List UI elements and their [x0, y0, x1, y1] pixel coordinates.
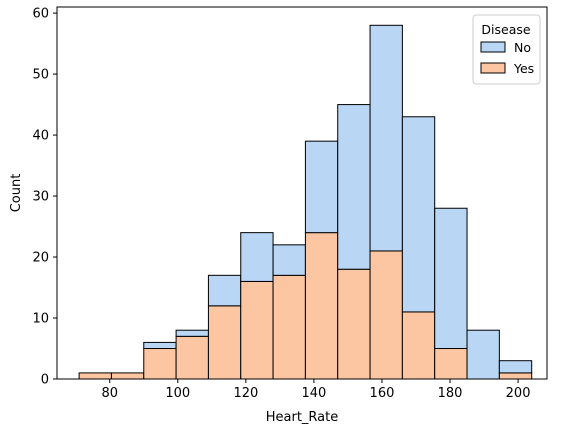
bar-yes-bin-10: [401, 311, 436, 380]
x-axis-label: Heart_Rate: [266, 410, 339, 425]
bar-yes-bin-2: [143, 348, 177, 380]
y-tick-label: 10: [32, 312, 49, 327]
bar-no-bin-3: [175, 329, 209, 337]
x-tick-label: 100: [165, 386, 190, 401]
bar-no-bin-7: [304, 140, 339, 234]
bar-yes-bin-8: [337, 268, 371, 380]
y-tick-label: 0: [41, 373, 49, 388]
bar-no-bin-9: [369, 24, 403, 252]
legend-title: Disease: [481, 22, 530, 37]
y-axis-label: Count: [9, 174, 24, 213]
bar-yes-bin-1: [110, 372, 145, 380]
bar-yes-bin-13: [498, 372, 533, 380]
x-tick-label: 160: [370, 386, 395, 401]
legend-label-yes: Yes: [513, 61, 534, 76]
bar-yes-bin-3: [175, 335, 209, 380]
x-tick-label: 80: [101, 386, 118, 401]
x-axis-ticks: 80 100 120 140 160 180 200: [101, 379, 530, 401]
bar-yes-bin-5: [240, 280, 274, 380]
bar-no-bin-4: [207, 274, 242, 307]
bar-no-bin-8: [337, 104, 371, 270]
histogram-bars: [78, 24, 533, 380]
bar-no-bin-12: [466, 329, 500, 380]
y-axis-ticks: 0 10 20 30 40 50 60: [32, 7, 57, 388]
legend: Disease No Yes: [472, 14, 541, 85]
y-tick-label: 50: [32, 68, 49, 83]
bar-yes-bin-7: [304, 232, 339, 380]
bar-yes-bin-11: [434, 348, 468, 380]
y-tick-label: 30: [32, 190, 49, 205]
x-tick-label: 180: [438, 386, 463, 401]
bar-yes-bin-9: [369, 250, 403, 380]
bar-no-bin-11: [434, 207, 468, 350]
y-tick-label: 20: [32, 251, 49, 266]
bar-no-bin-2: [143, 341, 177, 350]
x-tick-label: 200: [506, 386, 531, 401]
bar-yes-bin-6: [272, 274, 306, 380]
bar-no-bin-10: [401, 116, 436, 313]
y-tick-label: 60: [32, 7, 49, 22]
bar-no-bin-6: [272, 244, 306, 276]
x-tick-label: 140: [301, 386, 326, 401]
legend-swatch-no: [480, 41, 506, 53]
bar-yes-bin-4: [207, 305, 242, 380]
legend-swatch-yes: [480, 62, 506, 74]
x-tick-label: 120: [233, 386, 258, 401]
y-tick-label: 40: [32, 129, 49, 144]
bar-no-bin-5: [240, 232, 274, 282]
plot-frame: [56, 6, 548, 380]
bar-yes-bin-0: [78, 372, 112, 380]
bar-no-bin-13: [498, 360, 533, 374]
legend-label-no: No: [514, 40, 531, 55]
